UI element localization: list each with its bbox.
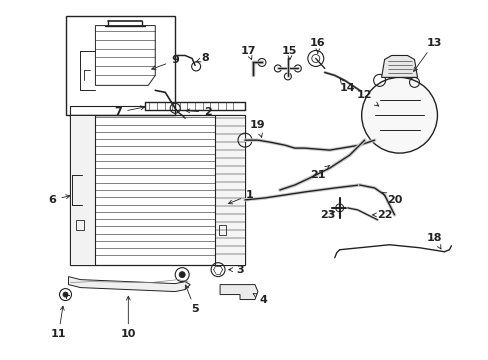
Text: 4: 4 <box>253 293 266 305</box>
Text: 13: 13 <box>413 37 441 71</box>
Text: 1: 1 <box>228 190 253 204</box>
Circle shape <box>361 77 437 153</box>
Text: 20: 20 <box>381 192 402 205</box>
Text: 15: 15 <box>282 45 297 59</box>
Bar <box>70 115 244 265</box>
Circle shape <box>179 272 185 278</box>
Text: 22: 22 <box>372 210 391 220</box>
Text: 12: 12 <box>356 90 378 106</box>
Bar <box>65 15 175 115</box>
Text: 11: 11 <box>51 306 66 339</box>
Polygon shape <box>68 276 190 292</box>
Bar <box>70 115 95 265</box>
Circle shape <box>63 292 68 297</box>
Text: 23: 23 <box>320 210 335 220</box>
Bar <box>219 225 225 235</box>
Text: 19: 19 <box>250 120 265 137</box>
Text: 7: 7 <box>114 106 144 117</box>
Text: 6: 6 <box>48 195 70 205</box>
Text: 2: 2 <box>185 107 211 117</box>
Text: 3: 3 <box>228 265 244 275</box>
Text: 21: 21 <box>309 165 329 180</box>
Polygon shape <box>381 55 417 77</box>
Text: 9: 9 <box>151 55 179 69</box>
Text: 18: 18 <box>426 233 441 249</box>
Text: 16: 16 <box>309 37 325 53</box>
Text: 17: 17 <box>240 45 255 60</box>
Bar <box>76 220 84 230</box>
Text: 14: 14 <box>339 78 355 93</box>
Bar <box>215 115 244 265</box>
Text: 8: 8 <box>195 54 208 63</box>
Text: 5: 5 <box>185 285 199 315</box>
Text: 10: 10 <box>121 296 136 339</box>
Polygon shape <box>220 285 258 300</box>
